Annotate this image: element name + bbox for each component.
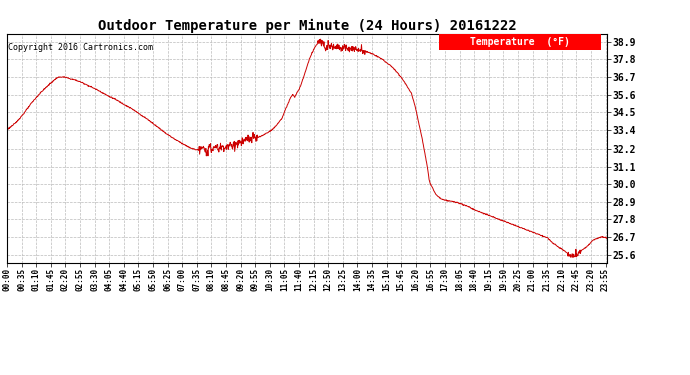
Text: Copyright 2016 Cartronics.com: Copyright 2016 Cartronics.com	[8, 43, 153, 52]
Title: Outdoor Temperature per Minute (24 Hours) 20161222: Outdoor Temperature per Minute (24 Hours…	[98, 18, 516, 33]
